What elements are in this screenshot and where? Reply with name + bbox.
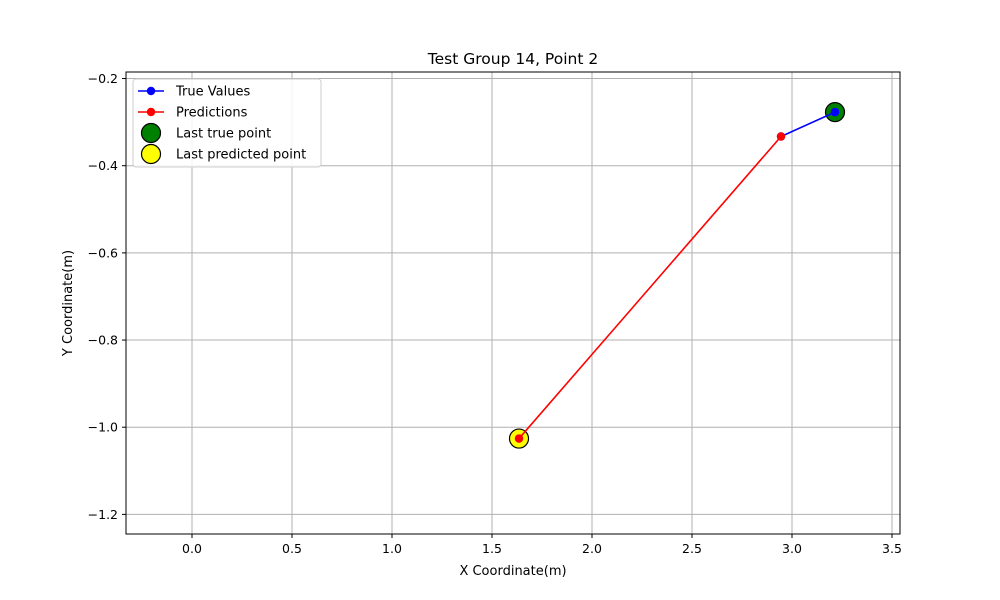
legend-last-predicted-point-marker bbox=[140, 143, 162, 165]
grid bbox=[126, 72, 900, 534]
x-tick-label: 2.5 bbox=[682, 541, 702, 556]
ticks: 0.0 0.5 1.0 1.5 2.0 2.5 3.0 3.5 −0.2 −0.4 −0.6 −0.8… bbox=[88, 71, 902, 556]
y-tick-label: −0.4 bbox=[88, 158, 118, 173]
y-tick-label: −0.2 bbox=[88, 71, 118, 86]
legend-predictions-label: Predictions bbox=[176, 106, 248, 121]
legend-true-values-label: True Values bbox=[175, 85, 250, 100]
x-tick-label: 0.5 bbox=[282, 541, 302, 556]
x-tick-label: 1.5 bbox=[482, 541, 502, 556]
y-tick-label: −1.0 bbox=[88, 420, 118, 435]
legend-predictions-marker bbox=[146, 107, 156, 117]
predictions-point bbox=[776, 132, 786, 141]
legend-true-values-marker bbox=[146, 86, 156, 96]
y-tick-label: −0.6 bbox=[88, 245, 118, 260]
true-values-line bbox=[780, 111, 836, 138]
legend-last-true-point-label: Last true point bbox=[176, 127, 271, 142]
y-tick-label: −1.2 bbox=[88, 507, 118, 522]
x-tick-label: 3.0 bbox=[782, 541, 802, 556]
x-tick-label: 3.5 bbox=[882, 541, 902, 556]
x-tick-label: 0.0 bbox=[182, 541, 202, 556]
predictions-line bbox=[518, 135, 782, 440]
legend: True Values Predictions Last true point Las… bbox=[132, 78, 322, 168]
x-tick-label: 2.0 bbox=[582, 541, 602, 556]
plot-area bbox=[508, 101, 846, 449]
true-values-end-point bbox=[830, 107, 840, 117]
chart-title: Test Group 14, Point 2 bbox=[427, 50, 598, 68]
y-tick-label: −0.8 bbox=[88, 333, 118, 348]
x-tick-label: 1.0 bbox=[382, 541, 402, 556]
x-axis-label: X Coordinate(m) bbox=[459, 564, 566, 579]
y-axis-label: Y Coordinate(m) bbox=[61, 250, 76, 357]
axes-frame bbox=[125, 71, 901, 535]
legend-last-true-point-marker bbox=[140, 122, 162, 144]
legend-box bbox=[132, 78, 322, 168]
predictions-end-point bbox=[514, 434, 524, 443]
legend-last-predicted-point-label: Last predicted point bbox=[176, 148, 306, 163]
